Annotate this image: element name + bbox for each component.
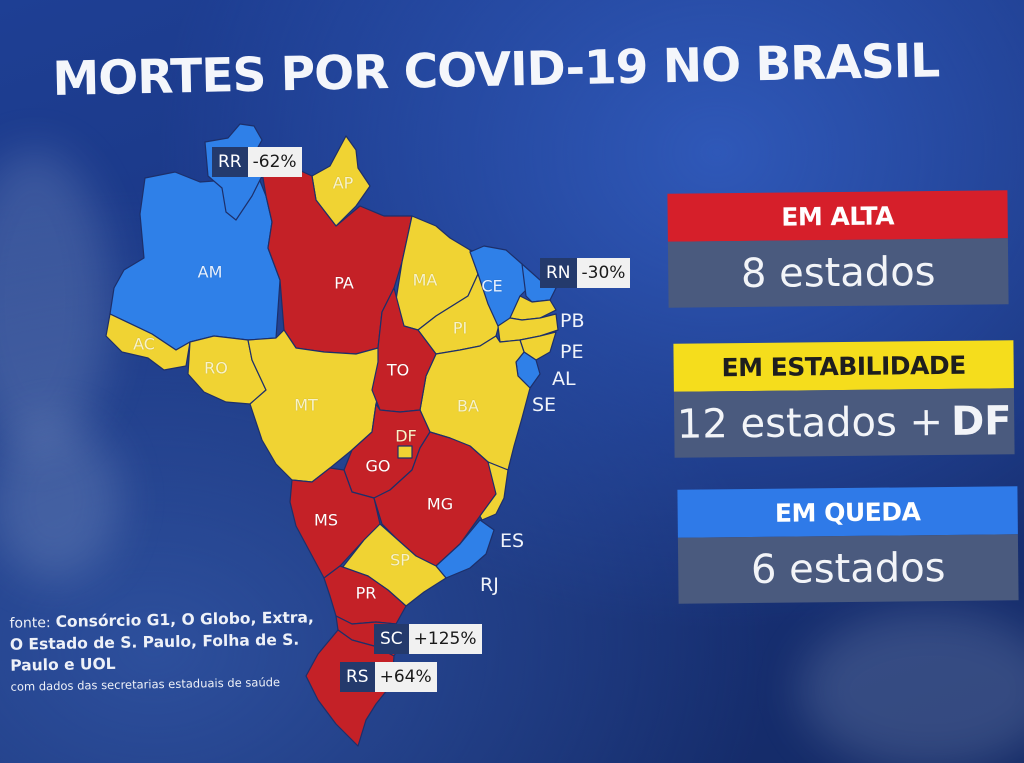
count-extra: DF	[950, 398, 1012, 445]
panel-heading: EM QUEDA	[677, 486, 1018, 538]
state-code: SC	[374, 624, 409, 654]
highlight-rr: RR -62%	[212, 147, 302, 177]
state-label-pe: PE	[560, 341, 584, 363]
state-label-pb: PB	[560, 310, 585, 332]
panel-heading: EM ESTABILIDADE	[673, 340, 1014, 392]
state-label-pr: PR	[355, 583, 377, 603]
highlight-rs: RS +64%	[340, 662, 437, 692]
state-label-to: TO	[386, 360, 410, 380]
state-rj	[435, 519, 495, 579]
panel-em-queda: EM QUEDA 6 estados	[677, 486, 1019, 604]
state-label-go: GO	[365, 456, 391, 476]
state-label-mt: MT	[294, 395, 318, 415]
panel-heading: EM ALTA	[667, 190, 1008, 242]
highlight-sc: SC +125%	[374, 624, 482, 654]
state-label-ms: MS	[314, 510, 338, 530]
state-label-se: SE	[532, 394, 557, 416]
panel-count: 6 estados	[677, 534, 1019, 604]
state-label-ma: MA	[412, 270, 438, 290]
source-credit: fonte: Consórcio G1, O Globo, Extra, O E…	[9, 607, 320, 694]
state-df	[397, 445, 413, 459]
panel-count: 8 estados	[667, 238, 1009, 308]
cloud-decoration	[0, 420, 120, 580]
source-text: Consórcio G1, O Globo, Extra, O Estado d…	[9, 608, 314, 675]
state-label-sp: SP	[390, 550, 410, 570]
state-label-al: AL	[552, 368, 576, 390]
state-label-ce: CE	[481, 276, 503, 296]
panel-em-estabilidade: EM ESTABILIDADE 12 estados + DF	[673, 340, 1015, 458]
state-label-rj: RJ	[480, 574, 499, 596]
state-code: RN	[540, 258, 577, 288]
state-es	[479, 461, 509, 521]
state-label-ap: AP	[332, 173, 354, 193]
state-code: RS	[340, 662, 375, 692]
state-label-am: AM	[197, 262, 223, 282]
state-label-es: ES	[500, 530, 525, 552]
change-percent: +125%	[408, 624, 482, 654]
panel-em-alta: EM ALTA 8 estados	[667, 190, 1009, 308]
count-text: 8 estados	[740, 248, 936, 298]
panel-count: 12 estados + DF	[673, 388, 1015, 458]
change-percent: +64%	[374, 662, 437, 692]
state-label-pa: PA	[334, 273, 354, 293]
state-label-ba: BA	[457, 396, 479, 416]
state-code: RR	[212, 147, 248, 177]
state-am	[109, 171, 281, 351]
state-label-df: DF	[395, 426, 417, 446]
state-label-mg: MG	[426, 494, 454, 514]
count-text: 6 estados	[750, 544, 946, 594]
change-percent: -62%	[247, 147, 302, 177]
state-label-ac: AC	[133, 334, 155, 354]
change-percent: -30%	[576, 258, 631, 288]
count-text: 12 estados +	[676, 398, 944, 448]
cloud-decoration	[800, 610, 1024, 763]
state-ac	[105, 313, 191, 371]
source-label: fonte:	[9, 614, 51, 632]
highlight-rn: RN -30%	[540, 258, 631, 288]
state-label-pi: PI	[452, 318, 468, 338]
state-label-ro: RO	[204, 358, 228, 378]
